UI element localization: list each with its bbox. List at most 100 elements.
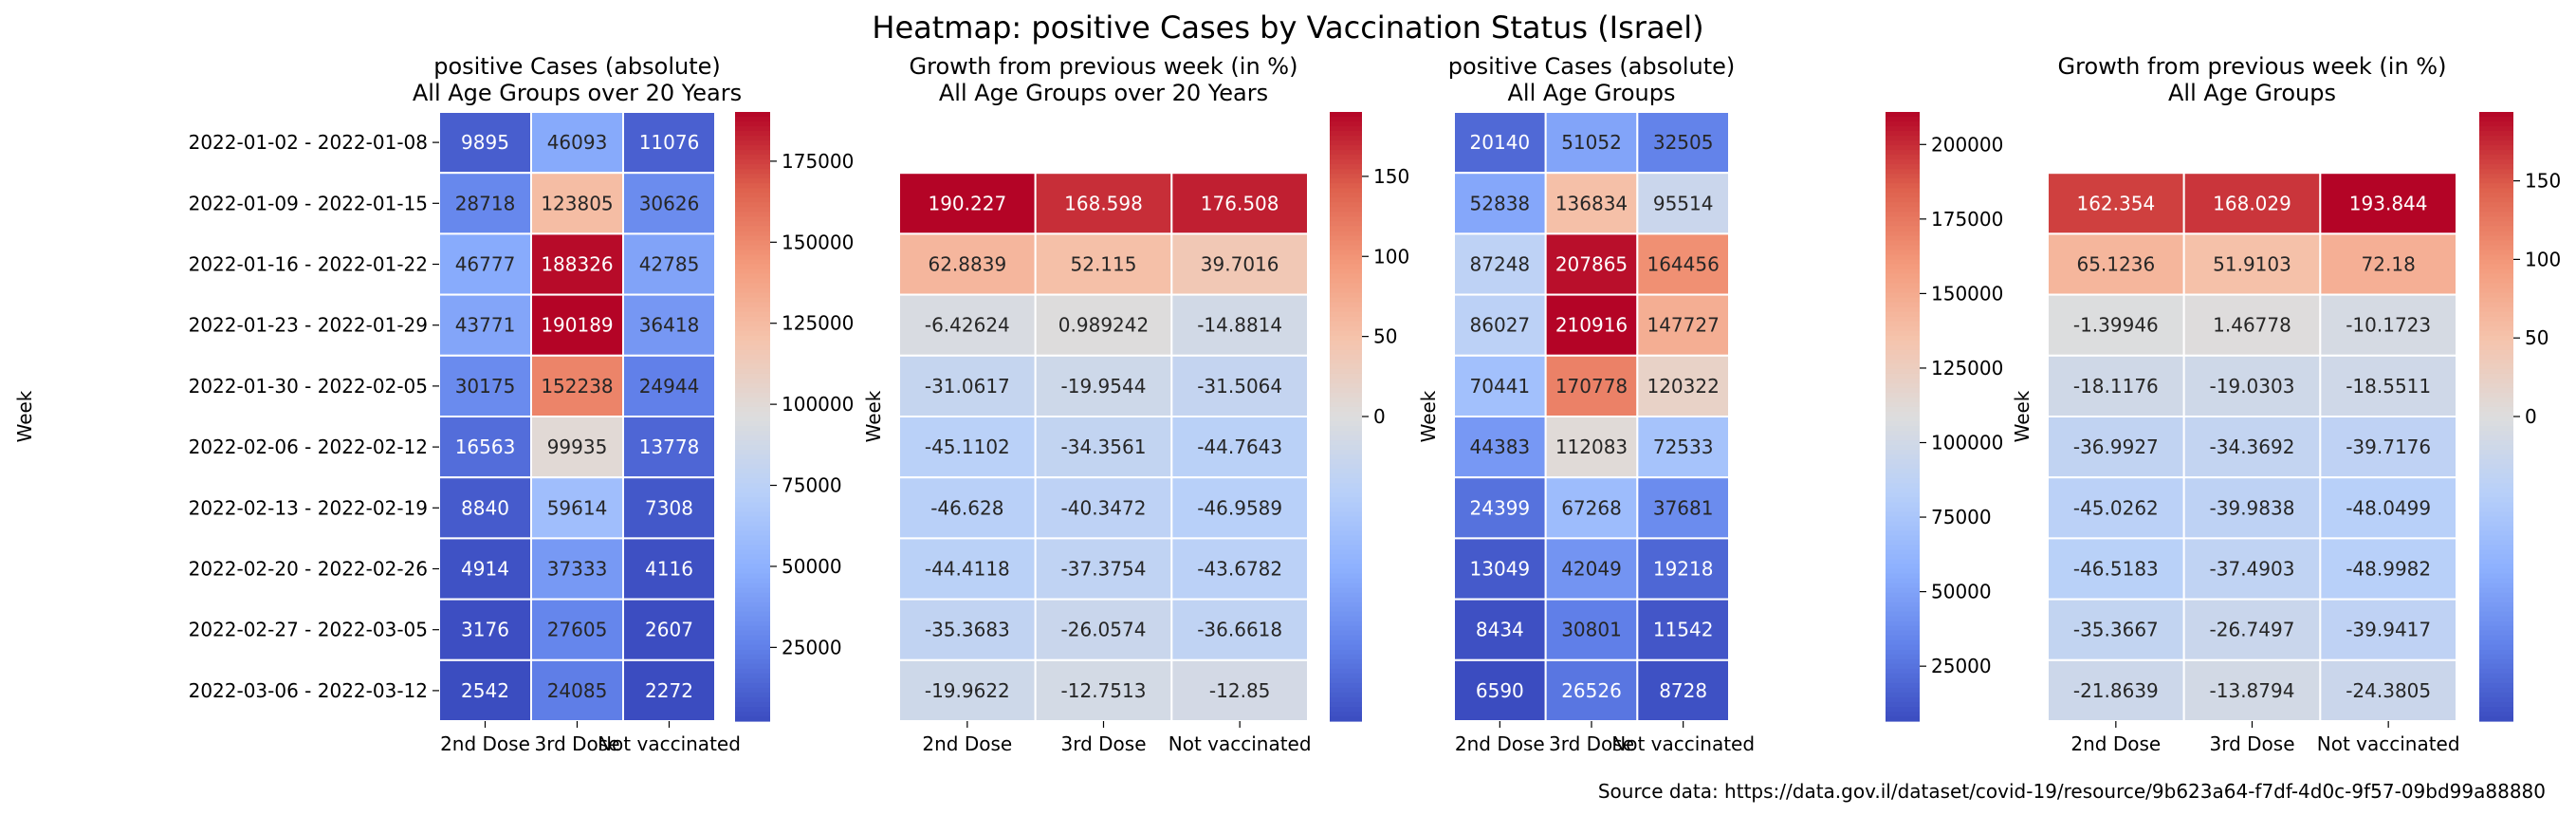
heatmap-cell [1170,354,1310,417]
colorbar-segment [1330,583,1362,589]
colorbar-segment [735,316,770,323]
colorbar-segment [2479,687,2513,694]
cell-label: 95514 [1653,192,1714,214]
colorbar-segment [1330,245,1362,251]
cell-label: 72.18 [2362,253,2416,276]
row-label: 2022-01-23 - 2022-01-29 [189,314,428,337]
cell-label: -24.3805 [2346,679,2431,702]
colorbar-segment [735,354,770,361]
cell-label: -39.7176 [2346,435,2431,458]
colorbar-segment [2479,431,2513,436]
colorbar-tick-label: 150 [2525,170,2561,193]
colorbar-segment [1886,573,1920,580]
colorbar-segment [2479,131,2513,137]
colorbar-segment [735,559,770,565]
colorbar-segment [1330,426,1362,432]
heatmap-cell [898,476,1037,540]
cell-label: -36.9927 [2073,435,2159,458]
colorbar-tick-label: 175000 [1931,208,2003,231]
colorbar-tick-label: 100000 [1931,432,2003,454]
y-axis-label: Week [1417,390,1440,442]
colorbar-segment [1330,202,1362,208]
colorbar-segment [1886,335,1920,342]
colorbar-segment [2479,654,2513,660]
colorbar-segment [1886,212,1920,217]
cell-label: -39.9417 [2346,619,2431,641]
colorbar-segment [1330,387,1362,394]
colorbar-segment [1330,325,1362,332]
colorbar-segment [1886,559,1920,565]
colorbar-segment [1886,321,1920,327]
colorbar-segment [1330,264,1362,270]
cell-label: 59614 [547,496,608,519]
cell-label: -48.9982 [2346,558,2431,581]
cell-label: 4116 [645,558,693,581]
colorbar-segment [1886,668,1920,675]
colorbar-segment [1330,464,1362,470]
colorbar-segment [1886,340,1920,346]
cell-label: -13.8794 [2210,679,2295,702]
heatmap-cell [1034,537,1173,601]
colorbar-tick-label: 100 [2525,248,2561,270]
colorbar-segment [1330,117,1362,122]
heatmap-panel-1: positive Cases (absolute)All Age Groups … [13,53,854,755]
y-axis-label: Week [13,390,36,442]
colorbar-segment [2479,145,2513,151]
colorbar-segment [2479,259,2513,266]
colorbar-segment [1886,297,1920,304]
colorbar-segment [2479,302,2513,308]
colorbar-segment [2479,540,2513,546]
colorbar-tick-label: 150000 [1931,282,2003,305]
cell-label: 176.508 [1201,192,1279,214]
colorbar-segment [2479,183,2513,189]
colorbar-segment [1330,287,1362,294]
heatmap-cell [2047,476,2185,540]
colorbar-segment [735,226,770,232]
colorbar-segment [1330,183,1362,189]
colorbar-segment [1330,454,1362,460]
cell-label: 1.46778 [2213,314,2291,337]
colorbar-segment [1330,663,1362,670]
colorbar-segment [1330,421,1362,427]
colorbar-segment [2479,245,2513,251]
colorbar-segment [2479,278,2513,285]
colorbar-segment [735,178,770,184]
colorbar-segment [2479,644,2513,651]
colorbar-segment [735,673,770,679]
colorbar-segment [1886,469,1920,474]
colorbar-segment [735,701,770,708]
colorbar-segment [1886,644,1920,651]
colorbar-segment [2479,344,2513,351]
cell-label: -19.9622 [925,679,1010,702]
colorbar-segment [735,554,770,561]
cell-label: 86027 [1470,314,1531,337]
colorbar-segment [2479,335,2513,342]
colorbar-segment [1886,507,1920,512]
heatmap-cell [1034,354,1173,417]
cell-label: -39.9838 [2210,496,2295,519]
cell-label: 6590 [1476,679,1524,702]
colorbar-segment [1330,188,1362,194]
cell-label: -10.1723 [2346,314,2431,337]
colorbar-segment [2479,373,2513,380]
cell-label: 70441 [1470,375,1531,398]
heatmap-cell [1636,416,1731,479]
colorbar-segment [2479,126,2513,132]
heatmap-cell [1636,658,1731,722]
row-label: 2022-01-30 - 2022-02-05 [189,375,428,398]
cell-label: -43.6782 [1197,558,1282,581]
colorbar-tick-label: 50000 [1931,581,1992,603]
colorbar-segment [735,321,770,327]
cell-label: 30175 [455,375,516,398]
colorbar-tick-label: 200000 [1931,133,2003,156]
colorbar-segment [2479,497,2513,503]
colorbar-segment [1330,306,1362,313]
colorbar-segment [2479,269,2513,275]
heatmap-panel-3: positive Cases (absolute)All Age Groups W… [1417,53,2003,755]
heatmap-panels: positive Cases (absolute)All Age Groups … [13,53,2561,755]
colorbar-segment [2479,483,2513,489]
colorbar-tick-label: 125000 [782,312,854,335]
colorbar-segment [2479,673,2513,679]
colorbar-segment [2479,621,2513,627]
cell-label: 168.598 [1064,192,1143,214]
